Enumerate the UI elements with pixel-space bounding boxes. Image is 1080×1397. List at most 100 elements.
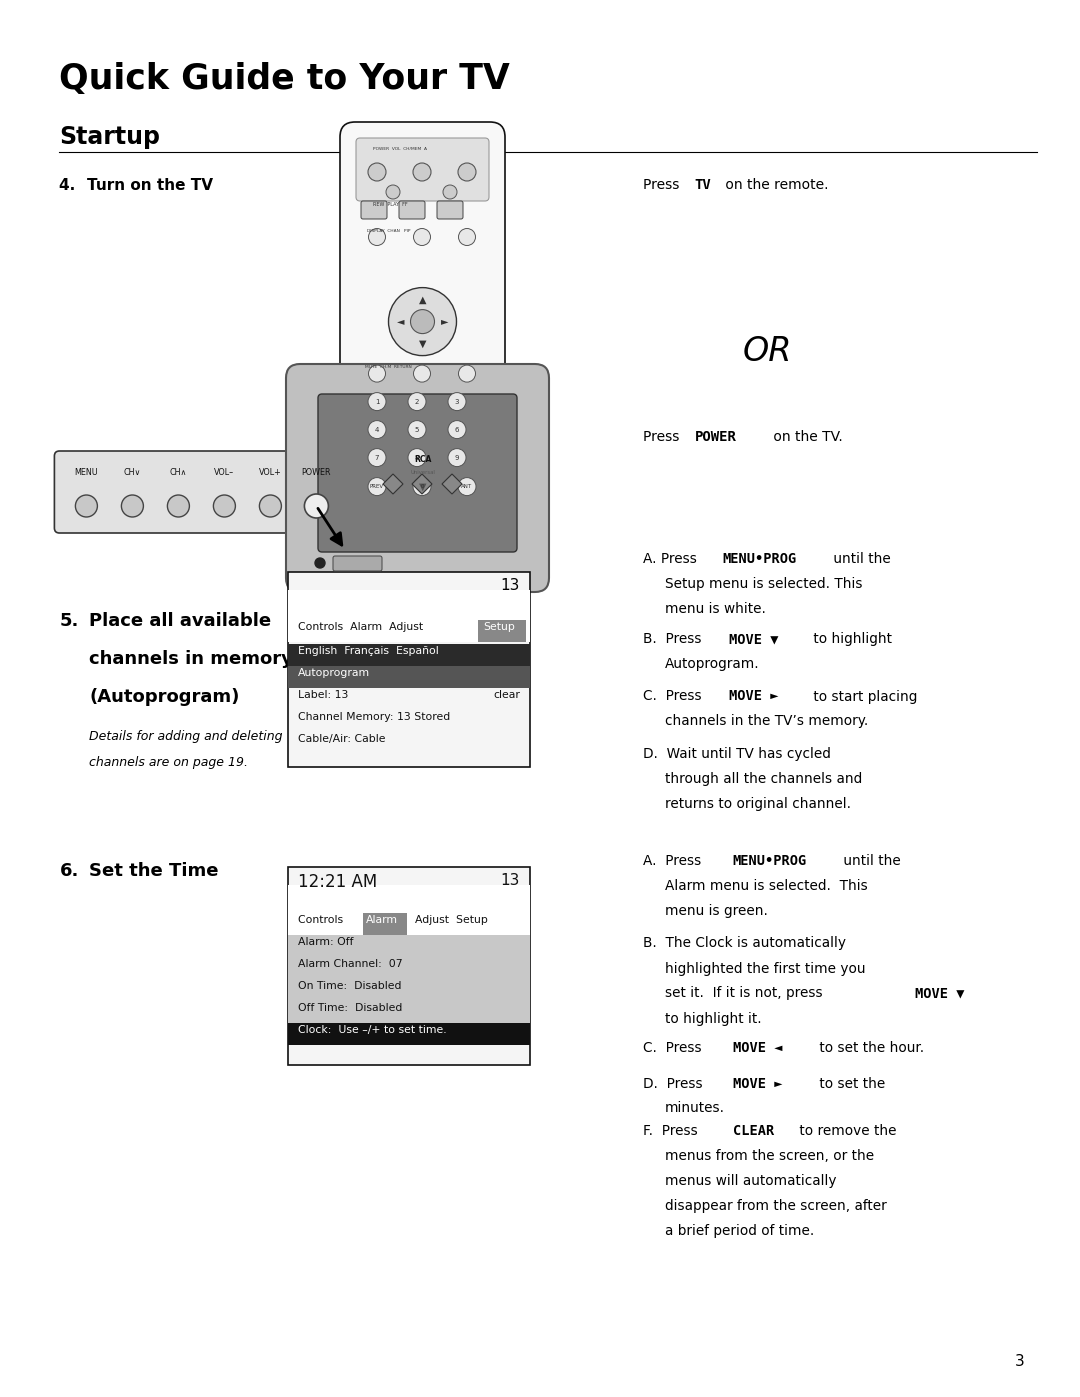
Text: Autoprogram.: Autoprogram. [664,657,759,671]
Text: Adjust  Setup: Adjust Setup [408,915,488,925]
FancyBboxPatch shape [54,451,350,534]
Text: 9: 9 [455,454,459,461]
Text: Off Time:  Disabled: Off Time: Disabled [298,1003,403,1013]
Text: Alarm menu is selected.  This: Alarm menu is selected. This [664,879,867,893]
Circle shape [259,495,282,517]
Bar [288,644,530,666]
Text: until the: until the [828,552,890,566]
Text: Turn on the TV: Turn on the TV [87,177,214,193]
Circle shape [413,163,431,182]
Text: Alarm: Off: Alarm: Off [298,937,353,947]
Text: On Time:  Disabled: On Time: Disabled [298,981,402,990]
Circle shape [414,229,431,246]
Circle shape [315,557,325,569]
Text: Press: Press [643,177,684,191]
Text: POWER: POWER [301,468,332,476]
Bar [288,571,530,767]
Circle shape [408,393,426,411]
Text: (Autoprogram): (Autoprogram) [90,687,240,705]
Text: ▲: ▲ [419,295,427,305]
Text: Setup: Setup [483,622,515,631]
Text: OR: OR [743,335,792,367]
FancyBboxPatch shape [416,305,430,319]
Text: 7: 7 [375,454,379,461]
Text: MOVE ►: MOVE ► [729,690,778,704]
Bar [288,590,530,643]
Text: 13: 13 [501,873,519,888]
FancyBboxPatch shape [405,314,419,328]
Text: through all the channels and: through all the channels and [664,773,862,787]
Text: DISPLAY  CHAN   PIP: DISPLAY CHAN PIP [367,229,410,233]
Text: ◄: ◄ [396,317,404,327]
FancyBboxPatch shape [437,201,463,219]
Text: highlighted the first time you: highlighted the first time you [664,961,865,975]
Bar [288,666,530,687]
Circle shape [408,420,426,439]
Text: to highlight: to highlight [809,631,892,645]
Circle shape [368,365,386,383]
Text: CLEAR: CLEAR [732,1125,774,1139]
Bar [288,979,530,1002]
Text: 13: 13 [501,578,519,592]
Text: POWER: POWER [694,430,737,444]
Text: C.  Press: C. Press [643,690,705,704]
Text: 5.: 5. [59,612,79,630]
Circle shape [305,495,328,518]
Text: REW  PLAY  FF: REW PLAY FF [373,203,407,207]
Circle shape [167,495,189,517]
Text: 5: 5 [415,426,419,433]
Text: D.  Press: D. Press [643,1077,706,1091]
Text: menus will automatically: menus will automatically [664,1173,836,1187]
Text: Controls  Alarm  Adjust: Controls Alarm Adjust [298,622,430,631]
Circle shape [368,163,386,182]
Text: Label: 13: Label: 13 [298,690,349,700]
Circle shape [121,495,144,517]
Bar [288,957,530,979]
Bar [478,620,526,643]
Text: Alarm Channel:  07: Alarm Channel: 07 [298,958,403,970]
Text: ▼: ▼ [419,338,427,349]
Circle shape [386,184,400,198]
Circle shape [408,448,426,467]
Text: channels in memory: channels in memory [90,650,294,668]
FancyBboxPatch shape [286,365,549,592]
Text: 3: 3 [1015,1354,1025,1369]
Text: VOL+: VOL+ [259,468,282,476]
FancyBboxPatch shape [333,556,382,571]
Text: Autoprogram: Autoprogram [298,668,370,678]
Text: B.  The Clock is automatically: B. The Clock is automatically [643,936,846,950]
Circle shape [410,310,434,334]
Text: Setup menu is selected. This: Setup menu is selected. This [664,577,862,591]
Text: 12:21 AM: 12:21 AM [298,873,377,891]
Text: MOVE ▼: MOVE ▼ [729,631,778,645]
Circle shape [443,184,457,198]
Text: A.  Press: A. Press [643,854,705,868]
Text: to start placing: to start placing [809,690,917,704]
Text: to set the hour.: to set the hour. [814,1042,923,1056]
Text: MENU•PROG: MENU•PROG [732,854,807,868]
Text: Press: Press [643,430,684,444]
Text: Clock:  Use –/+ to set time.: Clock: Use –/+ to set time. [298,1025,447,1035]
Circle shape [458,163,476,182]
Text: D.  Wait until TV has cycled: D. Wait until TV has cycled [643,747,831,761]
Text: MENU: MENU [75,468,98,476]
Circle shape [368,420,386,439]
Polygon shape [442,474,462,495]
Text: CH∨: CH∨ [124,468,141,476]
Text: B.  Press: B. Press [643,631,705,645]
Text: set it.  If it is not, press: set it. If it is not, press [664,986,826,1000]
Text: 0: 0 [420,485,423,489]
Text: channels in the TV’s memory.: channels in the TV’s memory. [664,714,868,728]
Circle shape [368,229,386,246]
Bar [288,1023,530,1045]
Text: Controls: Controls [298,915,350,925]
Circle shape [76,495,97,517]
Text: a brief period of time.: a brief period of time. [664,1224,814,1238]
Polygon shape [383,474,403,495]
Text: minutes.: minutes. [664,1101,725,1115]
Text: RCA: RCA [414,455,431,464]
Text: 4.: 4. [59,177,81,193]
Text: channels are on page 19.: channels are on page 19. [90,756,248,768]
Circle shape [214,495,235,517]
Bar [288,935,530,957]
